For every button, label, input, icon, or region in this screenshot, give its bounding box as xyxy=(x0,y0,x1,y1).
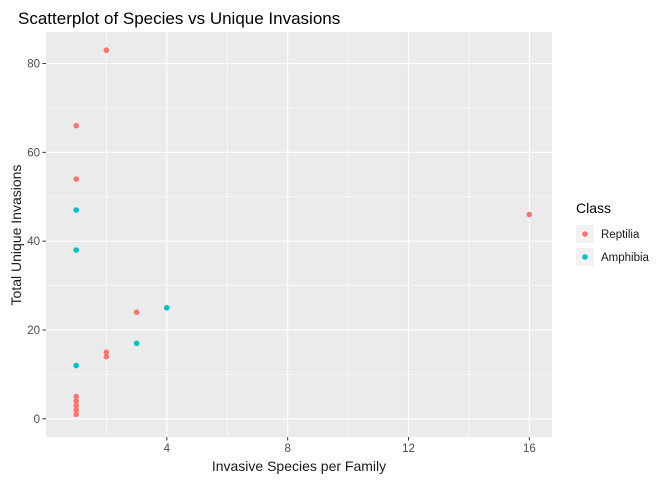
y-tick-label: 0 xyxy=(34,414,40,426)
data-point-reptilia xyxy=(73,407,80,413)
legend-swatch-amphibia xyxy=(582,254,588,260)
chart-title: Scatterplot of Species vs Unique Invasio… xyxy=(18,9,340,28)
data-point-reptilia xyxy=(103,47,110,54)
data-point-amphibia xyxy=(73,207,80,213)
axis-ticks: 4 8 12 16 0 20 40 60 80 xyxy=(27,59,536,455)
y-tick-label: 80 xyxy=(27,59,40,71)
legend-label-reptilia: Reptilia xyxy=(601,229,640,241)
legend-title: Class xyxy=(576,200,611,216)
x-tick-label: 12 xyxy=(402,443,415,455)
data-point-reptilia xyxy=(133,309,140,316)
data-point-amphibia xyxy=(164,304,170,311)
grid-lines xyxy=(46,32,552,437)
y-tick-label: 20 xyxy=(27,325,40,337)
x-tick-label: 16 xyxy=(523,443,536,455)
data-point-reptilia xyxy=(73,122,80,129)
y-tick-label: 60 xyxy=(27,147,40,159)
data-point-amphibia xyxy=(133,340,140,347)
plot-panel xyxy=(46,32,552,437)
legend: Class Reptilia Amphibia xyxy=(576,200,650,266)
x-axis-title: Invasive Species per Family xyxy=(212,458,386,474)
data-point-reptilia xyxy=(73,176,80,182)
data-point-reptilia xyxy=(73,398,80,404)
data-point-amphibia xyxy=(73,247,80,253)
data-point-reptilia xyxy=(103,353,110,360)
data-points xyxy=(73,47,533,418)
x-tick-label: 4 xyxy=(164,443,171,455)
y-axis-title: Total Unique Invasions xyxy=(8,165,24,306)
data-point-reptilia xyxy=(73,402,80,409)
legend-label-amphibia: Amphibia xyxy=(601,252,650,264)
data-point-reptilia xyxy=(73,393,80,400)
data-point-reptilia xyxy=(73,411,80,418)
x-tick-label: 8 xyxy=(284,443,290,455)
legend-swatch-reptilia xyxy=(582,231,588,237)
data-point-amphibia xyxy=(73,362,80,369)
data-point-reptilia xyxy=(103,349,110,355)
y-tick-label: 40 xyxy=(27,236,40,248)
legend-entries: Reptilia Amphibia xyxy=(576,225,650,266)
data-point-reptilia xyxy=(526,211,533,218)
